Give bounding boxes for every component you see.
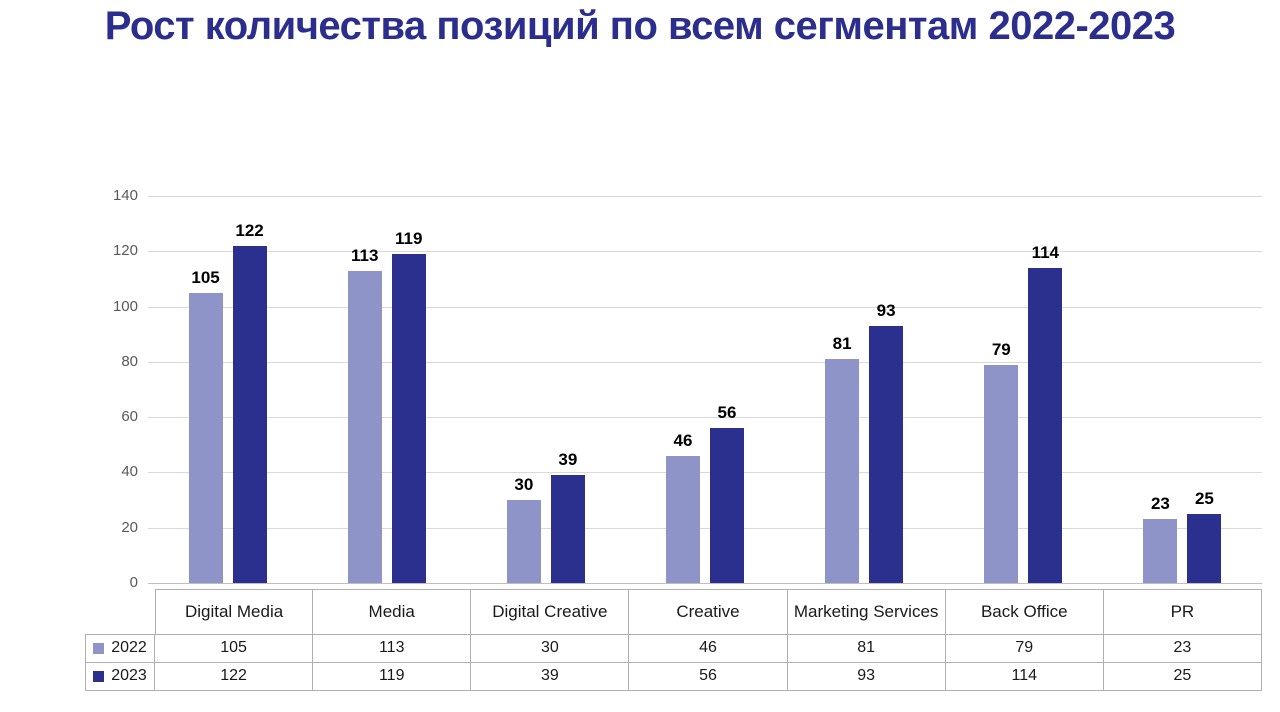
gridline	[148, 306, 1262, 308]
y-axis-tick-label: 0	[129, 574, 138, 591]
bar-2022-digital-creative	[506, 500, 541, 583]
legend-cell-2022: 2022	[85, 635, 155, 663]
chart-title: Рост количества позиций по всем сегмента…	[0, 2, 1280, 51]
bar-value-label: 93	[876, 300, 896, 320]
gridline	[148, 251, 1262, 253]
bar-2022-pr	[1143, 519, 1178, 583]
bar-value-label: 105	[191, 267, 220, 287]
table-value-cell: 56	[629, 663, 788, 691]
x-axis-line	[148, 583, 1262, 584]
table-corner-blank	[85, 589, 155, 635]
table-value-cell: 81	[787, 635, 946, 663]
table-value-cell: 114	[945, 663, 1104, 691]
y-axis-tick-label: 140	[112, 187, 138, 204]
table-value-cell: 113	[313, 635, 472, 663]
bar-value-label: 56	[717, 403, 737, 423]
legend-cell-2023: 2023	[85, 663, 155, 691]
bar-value-label: 114	[1031, 242, 1059, 262]
data-table: Digital Media Media Digital Creative Creati…	[85, 589, 1262, 691]
table-header-cell: Marketing Services	[787, 589, 946, 635]
bar-value-label: 30	[514, 475, 534, 495]
table-value-cell: 25	[1103, 663, 1262, 691]
legend-label-2023: 2023	[111, 667, 147, 685]
bar-2022-digital-media	[188, 292, 223, 583]
table-value-cell: 93	[787, 663, 946, 691]
y-axis-tick-label: 80	[121, 352, 138, 370]
y-axis-tick-label: 120	[112, 242, 138, 260]
bar-2022-media	[347, 270, 382, 583]
bar-value-label: 79	[991, 339, 1011, 359]
gridline	[148, 417, 1262, 419]
table-header-cell: Creative	[629, 589, 788, 635]
bar-2023-media	[391, 254, 426, 583]
bar-2023-pr	[1187, 513, 1222, 583]
y-axis-tick-label: 60	[121, 408, 138, 426]
bar-value-label: 23	[1150, 494, 1170, 514]
gridline	[148, 527, 1262, 529]
table-value-cell: 30	[471, 635, 630, 663]
gridline	[148, 472, 1262, 474]
table-header-cell: Digital Media	[155, 589, 314, 635]
bar-value-label: 46	[673, 430, 693, 450]
bar-2022-marketing-services	[825, 359, 860, 583]
table-value-cell: 122	[155, 663, 314, 691]
y-axis-tick-label: 40	[121, 463, 138, 481]
bar-value-label: 119	[394, 229, 423, 249]
bar-value-label: 122	[235, 220, 264, 240]
gridline	[148, 196, 1262, 197]
bar-2023-digital-creative	[550, 475, 585, 583]
table-header-cell: PR	[1103, 589, 1262, 635]
plot-area: 105 122 113 119 30 39 46 56 81 93 79 114 23 25	[148, 196, 1262, 584]
legend-label-2022: 2022	[111, 639, 147, 657]
table-value-cell: 119	[313, 663, 472, 691]
bar-2022-creative	[666, 455, 700, 583]
bar-2023-digital-media	[232, 245, 267, 583]
legend-swatch-2022	[93, 643, 105, 654]
y-axis-tick-label: 100	[112, 297, 138, 315]
bar-value-label: 25	[1194, 488, 1214, 508]
bar-value-label: 113	[350, 245, 379, 265]
bar-value-label: 39	[558, 450, 578, 470]
gridline	[148, 361, 1262, 363]
bar-2023-creative	[710, 428, 744, 583]
table-value-cell: 105	[155, 635, 314, 663]
table-header-cell: Media	[313, 589, 472, 635]
bar-2023-marketing-services	[869, 325, 904, 583]
table-value-cell: 23	[1103, 635, 1262, 663]
table-header-cell: Back Office	[945, 589, 1104, 635]
bar-2022-back-office	[984, 364, 1019, 583]
table-value-cell: 79	[945, 635, 1104, 663]
chart-title-text: Рост количества позиций по всем сегмента…	[104, 4, 1176, 48]
table-value-cell: 46	[629, 635, 788, 663]
table-value-cell: 39	[471, 663, 630, 691]
bar-2023-back-office	[1028, 267, 1063, 583]
y-axis-tick-label: 20	[121, 518, 138, 536]
bar-value-label: 81	[832, 334, 852, 354]
legend-swatch-2023	[93, 671, 105, 682]
table-header-cell: Digital Creative	[471, 589, 630, 635]
